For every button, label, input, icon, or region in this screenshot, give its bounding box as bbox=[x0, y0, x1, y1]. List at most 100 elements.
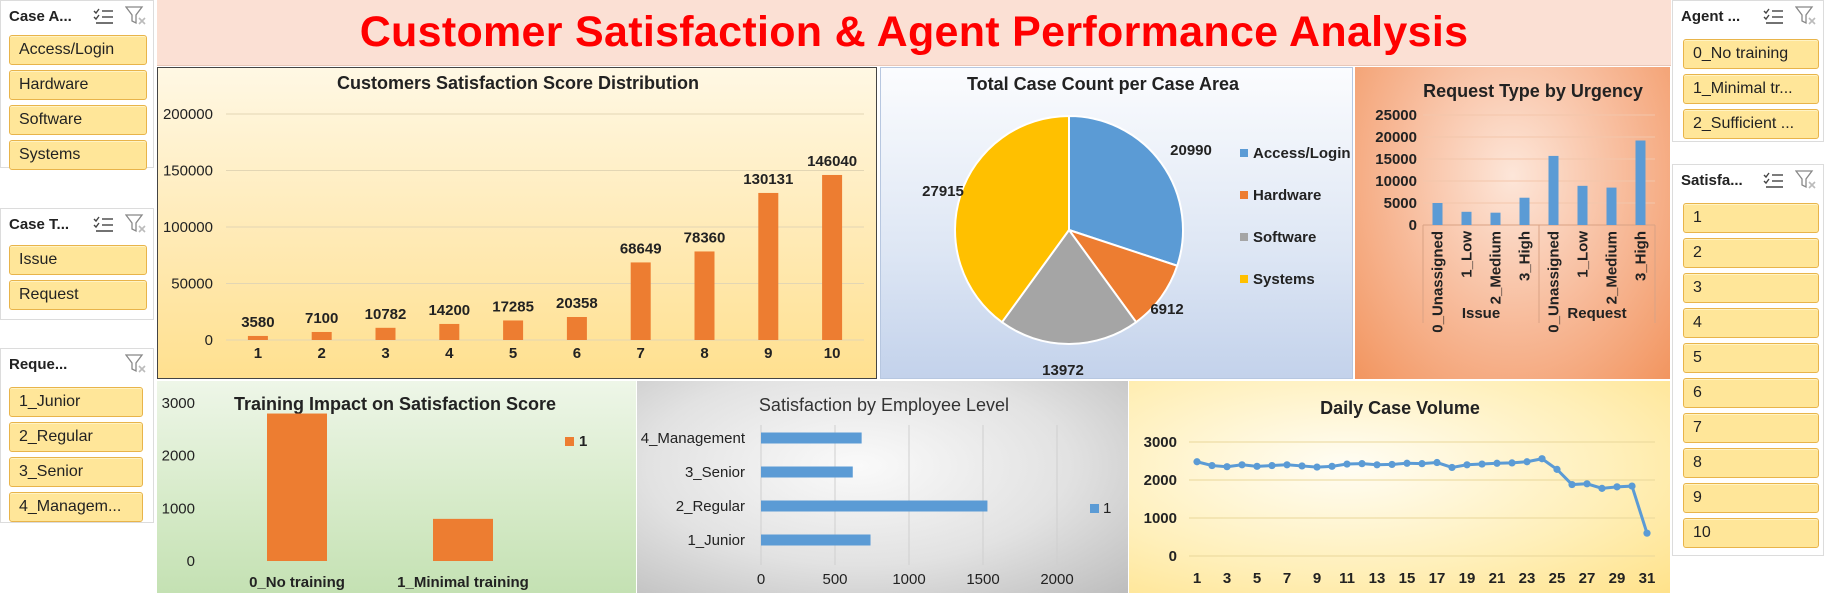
clear-filter-icon[interactable] bbox=[125, 214, 147, 234]
slicer-item-score-10[interactable]: 10 bbox=[1683, 518, 1819, 548]
multi-select-icon[interactable] bbox=[93, 214, 115, 234]
data-label: 20358 bbox=[556, 295, 598, 312]
slicer-item-score-2[interactable]: 2 bbox=[1683, 238, 1819, 268]
slicer-item-score-9[interactable]: 9 bbox=[1683, 483, 1819, 513]
x-tick-label: 9 bbox=[764, 345, 772, 362]
x-tick-label: 9 bbox=[1313, 570, 1321, 587]
slicer-item-sufficient-training[interactable]: 2_Sufficient ... bbox=[1683, 109, 1819, 139]
clear-filter-icon[interactable] bbox=[1795, 170, 1817, 190]
data-point-day-3 bbox=[1223, 463, 1231, 471]
bar-0-no-training bbox=[267, 413, 327, 561]
slicer-item-score-3[interactable]: 3 bbox=[1683, 273, 1819, 303]
chart-title: Training Impact on Satisfaction Score bbox=[234, 394, 556, 414]
y-tick-label: 15000 bbox=[1375, 151, 1417, 168]
chart-title: Daily Case Volume bbox=[1320, 398, 1480, 418]
x-tick-label: 3 bbox=[1223, 570, 1231, 587]
y-tick-label: 25000 bbox=[1375, 107, 1417, 124]
data-label: 17285 bbox=[492, 298, 534, 315]
chart-daily-case-volume[interactable]: Daily Case Volume 0 1000 2000 3000 1 3 5 7 9 11 13 1… bbox=[1129, 381, 1670, 593]
dashboard-title: Customer Satisfaction & Agent Performanc… bbox=[359, 8, 1469, 56]
x-tick-label: 2 bbox=[318, 345, 326, 362]
bar-score-9 bbox=[758, 192, 779, 340]
multi-select-icon[interactable] bbox=[1763, 170, 1785, 190]
bar-score-8 bbox=[694, 251, 715, 340]
clear-filter-icon[interactable] bbox=[125, 354, 147, 374]
chart-satisfaction-distribution[interactable]: Customers Satisfaction Score Distributio… bbox=[157, 67, 877, 379]
slicer-item-request[interactable]: Request bbox=[9, 280, 147, 310]
bar-request-0_unassigned bbox=[1548, 155, 1559, 225]
slicer-item-no-training[interactable]: 0_No training bbox=[1683, 39, 1819, 69]
chart-employee-level[interactable]: Satisfaction by Employee Level 0 500 1000 15… bbox=[637, 381, 1128, 593]
y-tick-label: 1000 bbox=[1144, 510, 1177, 527]
bar-issue-2_medium bbox=[1490, 212, 1501, 225]
x-tick-label: 1_Minimal training bbox=[397, 574, 529, 591]
bar-score-5 bbox=[503, 320, 524, 340]
slicer-title: Reque... bbox=[9, 355, 68, 373]
x-tick-label: 29 bbox=[1609, 570, 1626, 587]
y-tick-label: 0 bbox=[187, 553, 195, 570]
slicer-title: Case A... bbox=[9, 7, 72, 25]
slicer-item-hardware[interactable]: Hardware bbox=[9, 70, 147, 100]
data-point-day-14 bbox=[1388, 460, 1396, 469]
y-tick-label: 1000 bbox=[162, 500, 195, 517]
legend-swatch bbox=[1090, 504, 1099, 513]
x-tick-label: 31 bbox=[1639, 570, 1656, 587]
data-point-day-16 bbox=[1418, 460, 1426, 468]
data-label: 3580 bbox=[241, 314, 274, 331]
multi-select-icon[interactable] bbox=[1763, 6, 1785, 26]
data-label: 27915 bbox=[922, 183, 964, 200]
chart-training-impact[interactable]: Training Impact on Satisfaction Score 0 10… bbox=[157, 381, 636, 593]
slicer-item-issue[interactable]: Issue bbox=[9, 245, 147, 275]
slicer-item-management[interactable]: 4_Managem... bbox=[9, 492, 143, 522]
bar-issue-1_low bbox=[1461, 211, 1472, 225]
data-point-day-8 bbox=[1298, 462, 1306, 470]
slicer-item-junior[interactable]: 1_Junior bbox=[9, 387, 143, 417]
x-tick-label: 1 bbox=[1193, 570, 1201, 587]
slicer-item-senior[interactable]: 3_Senior bbox=[9, 457, 143, 487]
slicer-item-software[interactable]: Software bbox=[9, 105, 147, 135]
y-tick-label: 3_Senior bbox=[685, 464, 745, 481]
x-tick-label: 8 bbox=[700, 345, 708, 362]
legend-swatch bbox=[565, 437, 574, 446]
x-tick-label: 6 bbox=[573, 345, 581, 362]
slicer-item-score-1[interactable]: 1 bbox=[1683, 203, 1819, 233]
data-point-day-28 bbox=[1598, 484, 1606, 492]
legend-swatch bbox=[1240, 275, 1248, 283]
x-tick-label: 7 bbox=[1283, 570, 1291, 587]
slicer-title: Case T... bbox=[9, 215, 70, 233]
data-point-day-24 bbox=[1538, 455, 1546, 463]
x-tick-label: 11 bbox=[1339, 570, 1355, 587]
y-tick-label: 10000 bbox=[1375, 173, 1417, 190]
slicer-item-score-5[interactable]: 5 bbox=[1683, 343, 1819, 373]
multi-select-icon[interactable] bbox=[93, 6, 115, 26]
data-point-day-19 bbox=[1463, 461, 1471, 469]
slicer-item-systems[interactable]: Systems bbox=[9, 140, 147, 170]
data-point-day-29 bbox=[1613, 483, 1621, 491]
data-point-day-18 bbox=[1448, 463, 1456, 472]
slicer-item-regular[interactable]: 2_Regular bbox=[9, 422, 143, 452]
legend-swatch bbox=[1240, 149, 1248, 157]
chart-svg: Request Type by Urgency 0 5000 10000 15000 20… bbox=[1375, 81, 1656, 333]
chart-case-area-pie[interactable]: Total Case Count per Case Area 20990 6912 1… bbox=[880, 67, 1353, 379]
slicer-item-score-8[interactable]: 8 bbox=[1683, 448, 1819, 478]
x-tick-label: 4 bbox=[445, 345, 454, 362]
x-tick-label: 0_Unassigned bbox=[1546, 231, 1563, 333]
slicer-item-minimal-training[interactable]: 1_Minimal tr... bbox=[1683, 74, 1819, 104]
slicer-item-access-login[interactable]: Access/Login bbox=[9, 35, 147, 65]
slicer-item-score-6[interactable]: 6 bbox=[1683, 378, 1819, 408]
x-tick-label: 3 bbox=[381, 345, 389, 362]
data-point-day-25 bbox=[1553, 465, 1561, 473]
bar-score-1 bbox=[247, 335, 268, 340]
clear-filter-icon[interactable] bbox=[125, 6, 147, 26]
bar-score-3 bbox=[375, 327, 396, 340]
slicer-item-score-7[interactable]: 7 bbox=[1683, 413, 1819, 443]
chart-request-type-urgency[interactable]: Request Type by Urgency 0 5000 10000 15000 20… bbox=[1355, 67, 1670, 379]
clear-filter-icon[interactable] bbox=[1795, 6, 1817, 26]
slicer-item-score-4[interactable]: 4 bbox=[1683, 308, 1819, 338]
legend-label: 1 bbox=[1103, 500, 1111, 517]
bar-request-1_low bbox=[1577, 185, 1588, 225]
slicer-case-type: Case T... Issue Request bbox=[0, 208, 154, 320]
data-point-day-13 bbox=[1373, 461, 1381, 469]
chart-title: Total Case Count per Case Area bbox=[967, 74, 1240, 94]
